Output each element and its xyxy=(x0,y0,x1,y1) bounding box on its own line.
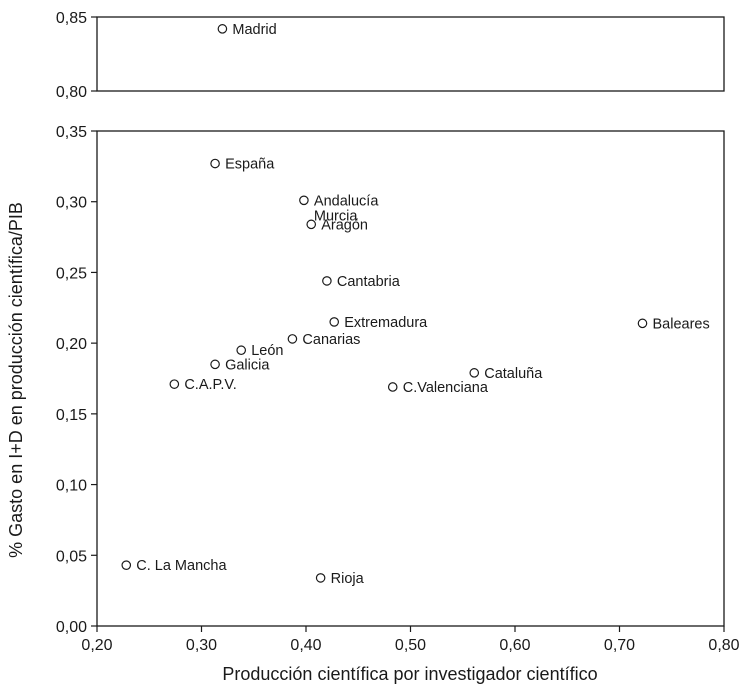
y-tick-label-lower: 0,20 xyxy=(56,336,87,353)
data-point xyxy=(210,158,220,169)
y-tick-label-lower: 0,05 xyxy=(56,548,87,565)
y-tick-label-lower: 0,00 xyxy=(56,619,87,636)
x-tick-label: 0,70 xyxy=(604,637,635,654)
data-point-label: España xyxy=(225,157,275,173)
y-axis-title: % Gasto en I+D en producción científica/… xyxy=(6,202,26,558)
data-point-label: C. La Mancha xyxy=(136,558,227,574)
data-point xyxy=(469,368,480,378)
data-point-label: Cataluña xyxy=(484,366,543,382)
y-tick-label-upper: 0,85 xyxy=(56,10,87,27)
data-point xyxy=(287,334,298,344)
data-point xyxy=(306,219,317,230)
data-point xyxy=(322,276,332,286)
x-axis-title: Producción científica por investigador c… xyxy=(222,664,597,684)
data-point-label: C.Valenciana xyxy=(403,380,489,396)
data-point xyxy=(210,359,220,370)
data-point-label: Extremadura xyxy=(344,315,428,331)
data-point xyxy=(315,573,326,583)
x-tick-label: 0,20 xyxy=(81,637,112,654)
data-point-label: Cantabria xyxy=(337,274,401,290)
y-tick-label-lower: 0,25 xyxy=(56,265,87,282)
data-point-label: Murcia xyxy=(314,208,358,224)
data-point-label: León xyxy=(251,343,283,359)
data-point xyxy=(299,195,309,206)
data-point-label: Baleares xyxy=(652,316,709,332)
data-point-label: Aragón xyxy=(321,217,368,233)
y-tick-label-lower: 0,30 xyxy=(56,195,87,212)
y-tick-label-lower: 0,10 xyxy=(56,478,87,495)
data-point xyxy=(387,382,398,392)
y-tick-label-lower: 0,35 xyxy=(56,124,87,141)
x-tick-label: 0,30 xyxy=(186,637,217,654)
data-point-label: Canarias xyxy=(302,332,360,348)
data-point xyxy=(637,318,648,329)
x-tick-label: 0,80 xyxy=(708,637,739,654)
data-point xyxy=(236,345,247,356)
data-point-label: Andalucía xyxy=(314,193,379,209)
data-point xyxy=(329,317,340,327)
x-tick-label: 0,60 xyxy=(499,637,530,654)
data-point-label: Rioja xyxy=(331,571,365,587)
y-tick-label-upper: 0,80 xyxy=(56,84,87,101)
data-point xyxy=(121,560,132,570)
y-tick-label-lower: 0,15 xyxy=(56,407,87,424)
x-tick-label: 0,40 xyxy=(290,637,321,654)
upper-panel-frame xyxy=(96,16,725,92)
data-point-label: Madrid xyxy=(232,22,276,38)
data-point xyxy=(217,24,228,34)
data-point xyxy=(169,379,180,389)
data-point-label: Galicia xyxy=(225,357,270,373)
x-tick-label: 0,50 xyxy=(395,637,426,654)
data-point-label: C.A.P.V. xyxy=(184,377,236,393)
axis-ticks: 0,20 0,30 0,40 0,50 0,60 0,70 0,80 0,85 0,80 0,35… xyxy=(56,10,740,654)
